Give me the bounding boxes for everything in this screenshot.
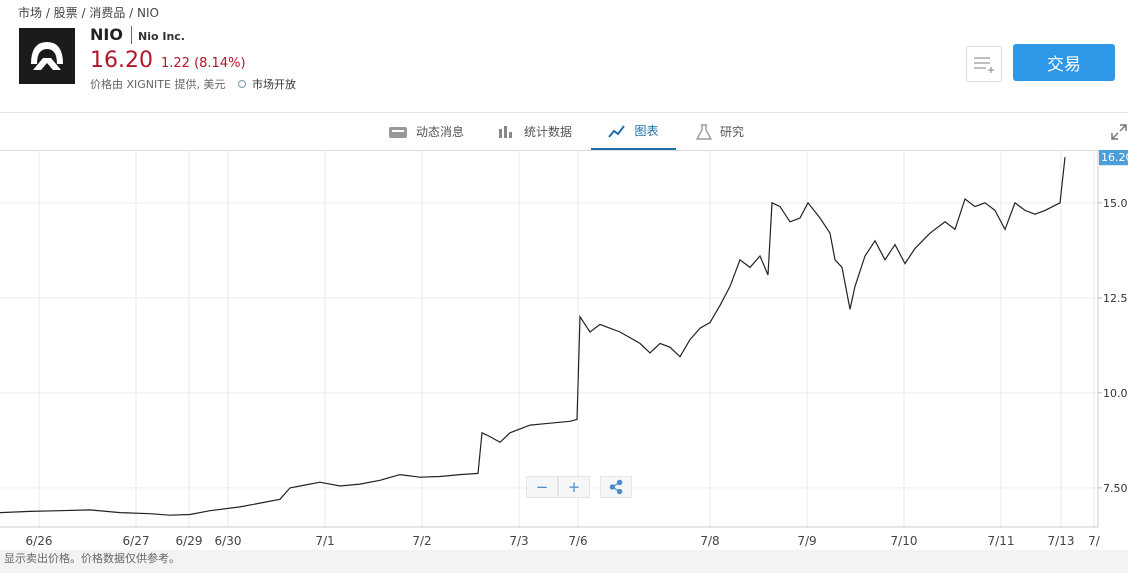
zoom-in-button[interactable]: + <box>558 476 590 498</box>
last-price-box <box>1099 150 1128 166</box>
ticker: NIO <box>90 26 132 44</box>
share-button[interactable] <box>600 476 632 498</box>
footer-note: 显示卖出价格。价格数据仅供参考。 <box>0 550 1128 573</box>
x-tick-label: 7/6 <box>568 534 587 548</box>
tab[interactable]: 动态消息 <box>388 113 464 150</box>
x-tick-label: 7/11 <box>988 534 1015 548</box>
last-price-label: 16.20 <box>1101 151 1128 164</box>
y-tick-label: 10.0 <box>1103 387 1128 400</box>
y-tick-label: 7.50 <box>1103 482 1128 495</box>
x-tick-label: 7/10 <box>891 534 918 548</box>
price-change: 1.22 (8.14%) <box>161 56 246 71</box>
tab-bar: 动态消息 统计数据 图表 研究 <box>0 112 1128 151</box>
status-icon <box>237 79 247 89</box>
x-tick-label: 6/27 <box>123 534 150 548</box>
logo <box>19 28 75 84</box>
x-tick-label: 7/ <box>1088 534 1101 548</box>
price-source: 价格由 XIGNITE 提供, 美元 <box>90 78 226 91</box>
x-tick-label: 7/3 <box>509 534 528 548</box>
y-tick-label: 12.5 <box>1103 292 1128 305</box>
tab-active[interactable]: 图表 <box>591 113 676 150</box>
x-tick-label: 7/13 <box>1048 534 1075 548</box>
x-tick-label: 7/8 <box>700 534 719 548</box>
watchlist-button[interactable] <box>966 46 1002 82</box>
chart: 7.50 10.0 12.5 15.0 6/26 6/27 6/29 6/30 7/1 7/2 7/… <box>0 150 1128 548</box>
tab-label: 图表 <box>634 124 659 138</box>
tab-icon <box>499 125 512 138</box>
tab-label: 研究 <box>720 125 745 139</box>
x-tick-label: 7/2 <box>412 534 431 548</box>
y-tick-label: 15.0 <box>1103 197 1128 210</box>
tab-label: 统计数据 <box>524 125 573 139</box>
tab-icon <box>608 124 626 138</box>
x-tick-label: 7/9 <box>797 534 816 548</box>
x-tick-label: 6/29 <box>176 534 203 548</box>
price: 16.20 <box>90 48 153 73</box>
tab-label: 动态消息 <box>416 125 465 139</box>
breadcrumb[interactable]: 市场 / 股票 / 消费品 / NIO <box>18 6 159 20</box>
price-line <box>0 157 1066 516</box>
tab[interactable]: 统计数据 <box>498 113 572 150</box>
zoom-out-button[interactable]: − <box>526 476 558 498</box>
x-tick-label: 6/30 <box>215 534 242 548</box>
fullscreen-icon[interactable] <box>1110 123 1128 141</box>
trade-button[interactable]: 交易 <box>1013 44 1115 81</box>
tab[interactable]: 研究 <box>696 113 744 150</box>
tab-icon <box>389 126 407 138</box>
company-name: Nio Inc. <box>138 30 185 43</box>
x-tick-label: 7/1 <box>315 534 334 548</box>
market-status: 市场开放 <box>252 78 296 91</box>
x-tick-label: 6/26 <box>26 534 53 548</box>
last-price-tag: 16.20 <box>1099 150 1128 166</box>
tab-icon <box>696 123 712 140</box>
